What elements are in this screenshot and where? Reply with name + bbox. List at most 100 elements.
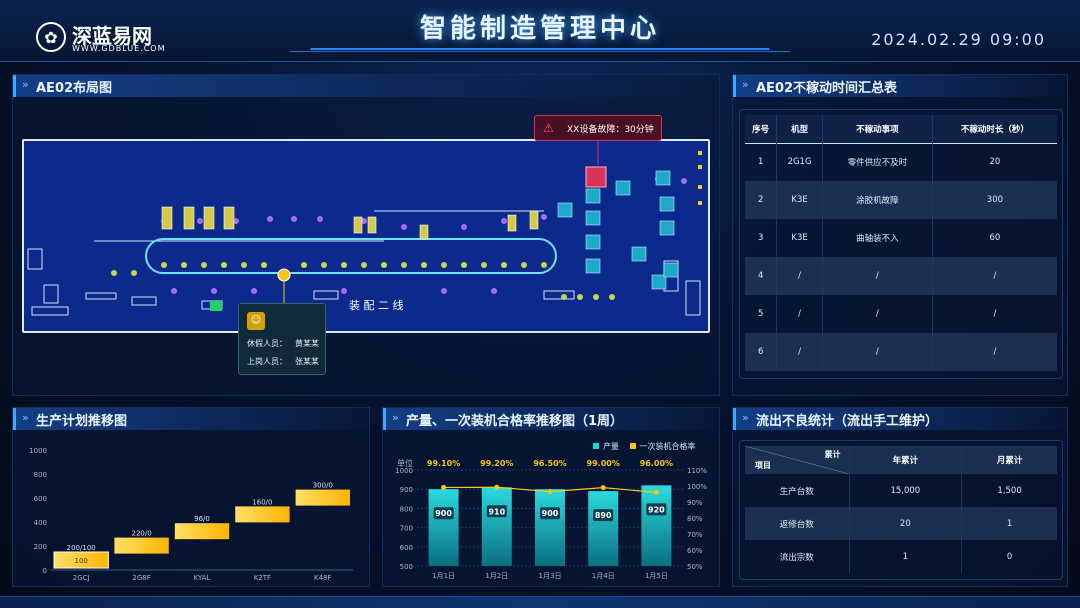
rate-point [547,489,553,495]
plan-bar [295,489,350,506]
x-tick-label: 1月2日 [485,572,508,580]
table-row[interactable]: 生产台数 15,000 1,500 [745,474,1057,507]
logo-mark-icon: ✿ [36,22,66,52]
col-header: 不稼动时长（秒） [960,124,1029,135]
y2-tick-label: 50% [687,563,703,571]
arrow-icon: » [22,411,29,424]
value-badge [646,503,667,516]
value-badge [433,507,454,520]
cell: / [993,347,997,357]
output-bar [428,489,459,566]
cell: 1 [745,143,778,181]
panel-title: 生产计划推移图 [36,414,128,429]
table-row[interactable]: 返修台数 20 1 [745,507,1057,540]
cell: / [776,295,823,333]
col-header: 序号 [745,115,778,143]
output-bar [481,487,512,566]
x-tick-label: 1月3日 [539,572,562,580]
defect-table: 累计 项目 年累计 月累计 生产台数 15,000 1,500 返修台数 20 1 流出… [745,446,1057,573]
bar-value-label: 900 [435,509,452,518]
cell: 2G1G [776,143,823,181]
bar-value-label: 890 [595,511,612,520]
plan-bar [114,537,169,554]
plan-bar [174,523,230,540]
value-badge [593,509,614,522]
table-row[interactable]: 1 2G1G 零件供应不及时 20 [745,143,1057,181]
y2-tick-label: 110% [687,467,707,475]
y-tick-label: 800 [400,505,413,513]
warning-icon: ⚠ [543,121,554,135]
page-title: 智能制造管理中心 [419,14,660,44]
leave-label: 休假人员： [247,339,287,348]
title-underline [290,46,790,52]
header: 智能制造管理中心 ✿ 深蓝易网 WWW.GDBLUE.COM 2024.02.2… [0,0,1080,62]
table-row[interactable]: 6// / [745,333,1057,371]
cell: 5 [745,295,778,333]
arrow-icon: » [742,411,749,424]
table-row[interactable]: 3 K3E 曲轴装不入 60 [745,219,1057,257]
table-row[interactable]: 4// / [745,257,1057,295]
cell: 3 [745,219,778,257]
y2-tick-label: 80% [687,515,703,523]
x-tick-label: 2G8F [132,574,150,582]
y-tick-label: 1000 [29,447,47,455]
cell: 生产台数 [745,474,850,507]
logo-url: WWW.GDBLUE.COM [72,44,166,53]
col-header: 机型 [776,115,823,143]
alert-text: XX设备故障：30分钟 [567,124,654,135]
panel-title-bar: » 产量、一次装机合格率推移图（1周） [383,408,719,430]
cell: 曲轴装不入 [822,219,933,257]
panel-title-bar: » 流出不良统计（流出手工维护） [733,408,1067,430]
cell: 15,000 [849,474,963,507]
logo-name: 深蓝易网 [72,24,152,48]
bar-label: 300/0 [313,482,333,490]
y-tick-label: 1000 [395,467,413,475]
bar-label: 96/0 [194,515,210,523]
cell: 1,500 [997,485,1022,496]
cell: / [822,295,933,333]
cell: 60 [989,233,1001,243]
cell: 20 [989,157,1001,168]
table-row[interactable]: 流出宗数 1 0 [745,540,1057,573]
cell: K3E [776,181,823,219]
fault-alert[interactable]: ⚠ XX设备故障：30分钟 [534,115,662,141]
y-tick-label: 800 [34,471,47,479]
cell: 1 [849,540,963,573]
rate-label: 96.00% [640,459,673,468]
y-tick-label: 600 [400,544,413,552]
bar-value-label: 920 [648,505,665,514]
cell: 涂胶机故障 [822,181,933,219]
y-tick-label: 900 [400,486,413,494]
panel-title: AE02不稼动时间汇总表 [756,81,898,96]
cell: / [993,309,997,319]
y-tick-label: 700 [400,525,413,533]
cell: 1 [1006,518,1013,529]
legend-swatch [593,443,599,449]
col-header: 月累计 [996,456,1023,466]
value-badge [540,507,560,520]
col-header: 年累计 [849,446,963,474]
plan-panel: » 生产计划推移图 0 200 400 600 800 1000 200/100 2GCJ 220… [12,407,370,587]
rate-label: 99.00% [587,459,620,468]
defect-panel: » 流出不良统计（流出手工维护） 累计 项目 年累计 月累计 生产台数 15,000… [732,407,1068,587]
rate-label: 99.10% [427,459,460,468]
cell: 300 [986,195,1004,205]
output-chart: 500 600 700 800 900 1000 50% 60% 70% 80% 90% 100% 11… [395,459,707,580]
table-row[interactable]: 5// / [745,295,1057,333]
cell: / [993,271,997,281]
legend-output: 产量 [603,442,619,451]
logo: ✿ 深蓝易网 WWW.GDBLUE.COM [36,20,176,58]
bar-inner-label: 100 [75,557,88,565]
table-header: 累计 项目 年累计 月累计 [745,446,1057,474]
plan-bar [53,551,109,569]
cell: K3E [776,219,823,257]
table-row[interactable]: 2 K3E 涂胶机故障 300 [745,181,1057,219]
corner-top: 累计 [824,450,841,459]
panel-title: 流出不良统计（流出手工维护） [756,414,939,429]
layout-map[interactable]: 装 配 二 线 [22,139,710,333]
cell: 返修台数 [745,507,850,540]
layout-map-drawing: 装 配 二 线 [27,141,702,316]
y-tick-label: 400 [34,519,47,527]
x-tick-label: 1月4日 [592,572,615,580]
x-tick-label: 1月1日 [432,572,455,580]
